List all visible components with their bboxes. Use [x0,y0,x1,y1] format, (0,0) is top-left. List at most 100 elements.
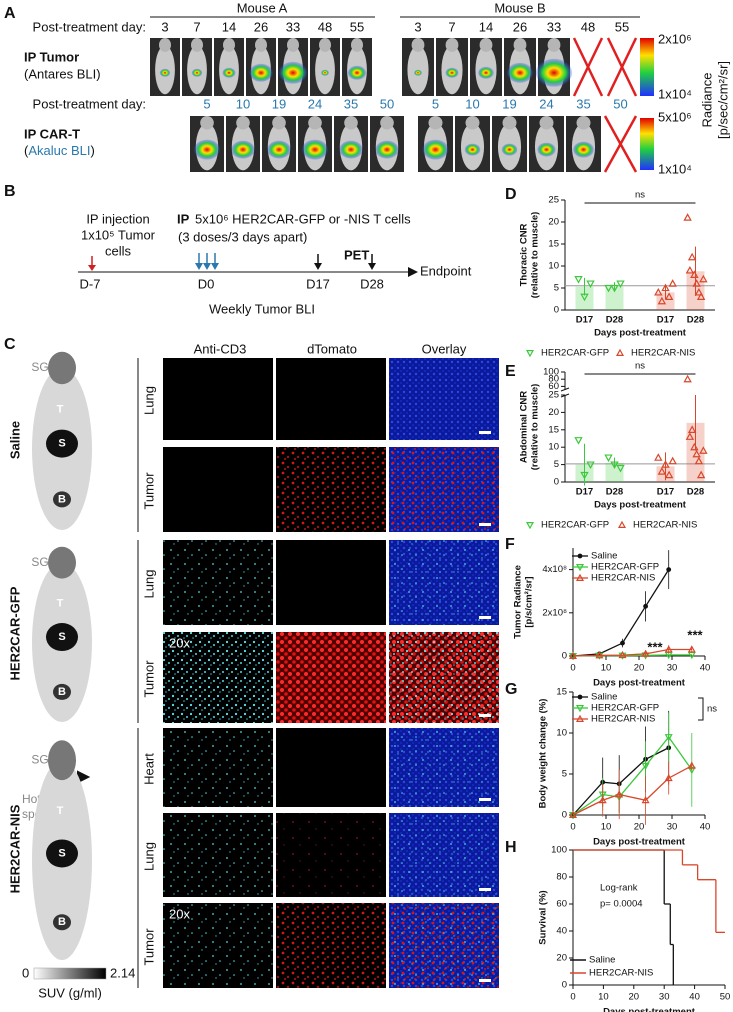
point [668,279,677,287]
point [574,276,583,284]
point [687,425,697,433]
suv-colorbar [33,967,107,980]
x-tick-label: D17 [576,315,593,326]
suv-max: 2.14 [110,965,135,980]
annotation: *** [687,627,703,642]
series-line [572,765,693,816]
y-tick-label: 100 [551,845,567,856]
panel-label: A [4,5,16,22]
y-axis-label: [p/s/cm²/sr] [524,576,535,627]
legend-marker [617,520,627,528]
timepoint: D28 [360,276,384,291]
signal [501,143,518,156]
day-label: 19 [272,96,286,111]
point [661,283,670,292]
y-tick-label: 60 [548,381,559,392]
tissue-label: Lung [141,570,156,599]
x-tick-label: D28 [606,487,623,498]
mouse-head [255,38,267,52]
tissue-label: Lung [141,842,156,871]
timeline-arrow [408,267,418,277]
endpoint-label: Endpoint [420,263,472,278]
point [618,650,627,659]
y-tick-label: 10 [556,728,567,739]
legend-label: Saline [591,692,617,703]
y-tick-label: 4x10⁸ [542,564,567,575]
y-axis-label: Thoracic CNR [519,223,530,286]
day-label: 50 [613,96,627,111]
mouse-head [465,116,480,130]
colorbar-min: 1x10⁴ [658,161,692,176]
colorbar-min: 1x10⁴ [658,86,692,101]
pet-bladder [53,491,71,508]
y-tick-label: 40 [556,926,567,937]
panel-label: B [4,183,16,200]
point [604,284,613,293]
colorbar-unit: [p/sec/cm²/sr] [715,61,730,139]
pet-head [48,546,76,579]
legend-label: HER2CAR-NIS [631,348,695,359]
magnification: 20x [169,906,190,921]
mouse-head [380,116,394,130]
signal [194,139,220,160]
point [604,454,613,463]
organ-label: SG [31,752,48,766]
x-tick-label: 40 [689,992,700,1003]
point [694,287,704,296]
micrograph [276,358,386,440]
y-tick-label: 100 [543,367,559,378]
x-tick-label: D28 [687,315,704,326]
organ-label: B [58,916,66,928]
point [610,461,619,470]
x-tick-label: 10 [598,992,609,1003]
mouse-head [513,38,527,52]
point [586,280,595,289]
group-label: Saline [7,421,22,459]
magnification: 20x [169,635,190,650]
x-tick-label: 50 [720,992,731,1003]
micrograph [276,728,386,807]
y-tick-label: 5 [554,283,559,294]
column-header: dTomato [307,341,357,356]
mouse-head [445,38,459,52]
point [654,287,663,296]
organ-label: B [58,493,66,505]
timepoint: D17 [306,276,330,291]
day-label: 10 [465,96,479,111]
signal [191,68,203,77]
mouse-head [272,116,286,130]
pet-spleen [46,839,78,868]
signal [267,140,291,159]
x-tick-label: D28 [606,315,623,326]
treatment-note: (3 doses/3 days apart) [178,229,307,244]
row-title: IP CAR-T [24,126,80,141]
signal [321,69,329,76]
x-axis-label: Days post-treatment [594,328,687,339]
organ-label: SG [31,555,48,569]
day-label: 35 [576,96,590,111]
point [664,773,673,782]
point [687,761,696,769]
annotation: ns [635,190,645,201]
cross [603,115,638,173]
tissue-label: Lung [141,386,156,415]
point [692,449,701,458]
y-tick-label: 15 [556,687,567,698]
point [641,762,650,771]
legend-marker [577,553,583,559]
day-label: 7 [448,19,455,34]
y-axis-label: (relative to muscle) [530,212,541,299]
point [666,567,672,572]
legend-label: HER2CAR-NIS [591,714,655,725]
micrograph [163,447,273,532]
y-tick-label: 10 [548,261,559,272]
x-tick-label: D17 [657,487,674,498]
series-line [572,736,693,816]
day-label: 10 [236,96,250,111]
scale-bar [479,714,491,717]
legend-marker [525,350,535,358]
legend-label: HER2CAR-GFP [591,703,659,714]
injection-text: 1x10⁵ Tumor [81,227,156,242]
group-label: HER2CAR-NIS [7,804,22,893]
point [610,284,619,293]
